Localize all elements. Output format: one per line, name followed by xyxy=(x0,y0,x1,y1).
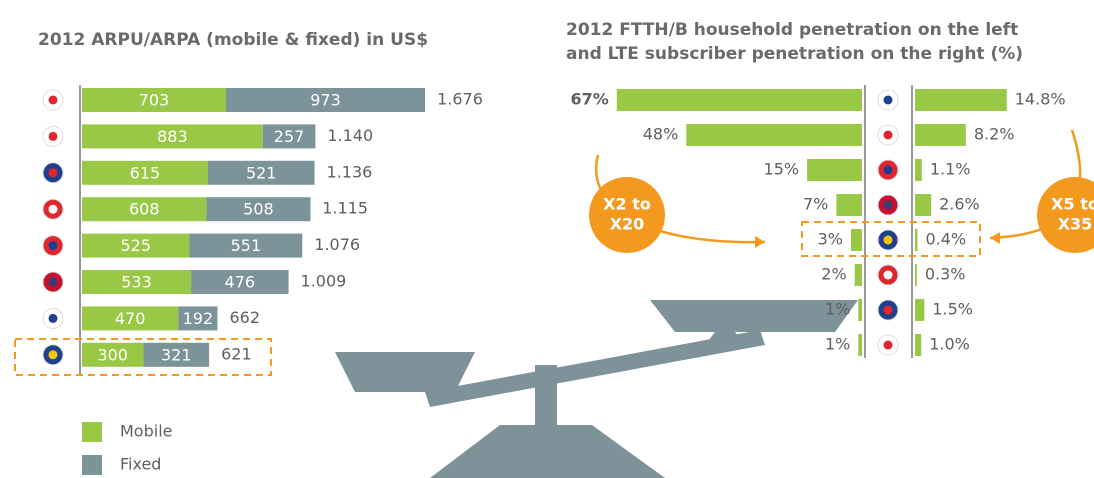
bar xyxy=(858,334,862,356)
total-label: 1.676 xyxy=(437,90,483,109)
bar-label: 476 xyxy=(225,273,256,292)
bar-label: 608 xyxy=(129,200,160,219)
balance-scale xyxy=(335,300,858,478)
value-label: 1% xyxy=(825,300,850,319)
value-label: 1.5% xyxy=(932,300,973,319)
value-label: 8.2% xyxy=(974,125,1015,144)
bar-label: 551 xyxy=(231,236,262,255)
total-label: 662 xyxy=(230,308,261,327)
bar xyxy=(915,299,924,321)
bar-label: 300 xyxy=(97,345,128,364)
bar-label: 257 xyxy=(274,127,305,146)
bar-label: 525 xyxy=(120,236,151,255)
bar-label: 615 xyxy=(130,163,161,182)
bar xyxy=(915,229,917,251)
legend-swatch xyxy=(82,422,102,442)
value-label: 0.4% xyxy=(925,230,966,249)
flag-emblem xyxy=(49,314,58,323)
flag-emblem xyxy=(49,278,58,287)
flag-emblem xyxy=(884,306,893,315)
bar xyxy=(836,194,862,216)
chart-title: 2012 ARPU/ARPA (mobile & fixed) in US$ xyxy=(38,30,428,50)
bar xyxy=(915,264,917,286)
annotation-text: X5 to xyxy=(1051,195,1094,214)
value-label: 1.0% xyxy=(929,335,970,354)
total-label: 1.136 xyxy=(327,162,373,181)
bar-label: 470 xyxy=(115,309,146,328)
value-label: 0.3% xyxy=(925,265,966,284)
bar-label: 533 xyxy=(121,273,152,292)
total-label: 1.115 xyxy=(322,199,368,218)
bar-label: 192 xyxy=(183,309,214,328)
scale-pan-left xyxy=(335,352,475,392)
flag-emblem xyxy=(49,132,58,141)
flag-emblem xyxy=(884,96,893,105)
bar xyxy=(915,194,931,216)
infographic: 2012 ARPU/ARPA (mobile & fixed) in US$ 70… xyxy=(0,0,1094,478)
flag-emblem xyxy=(49,96,58,105)
bar xyxy=(686,124,862,146)
bar xyxy=(915,159,922,181)
total-label: 1.140 xyxy=(327,126,373,145)
bar xyxy=(807,159,862,181)
legend-label: Mobile xyxy=(120,422,172,441)
bar xyxy=(858,299,862,321)
bar-label: 321 xyxy=(161,345,192,364)
bar-label: 703 xyxy=(139,91,170,110)
total-label: 1.076 xyxy=(314,235,360,254)
flag-emblem xyxy=(884,166,893,175)
flag-emblem xyxy=(884,341,893,350)
flag-emblem xyxy=(884,271,893,280)
bar xyxy=(851,229,862,251)
bar-label: 521 xyxy=(246,163,277,182)
scale-base xyxy=(430,425,665,478)
flag-emblem xyxy=(49,350,58,359)
bar-label: 508 xyxy=(243,200,274,219)
bar-label: 973 xyxy=(310,91,341,110)
scale-stem xyxy=(535,365,557,425)
flag-emblem xyxy=(49,168,58,177)
value-label: 1.1% xyxy=(930,160,971,179)
value-label: 14.8% xyxy=(1015,90,1066,109)
flag-emblem xyxy=(49,205,58,214)
value-label: 2.6% xyxy=(939,195,980,214)
bar xyxy=(915,334,921,356)
total-label: 621 xyxy=(221,344,252,363)
flag-emblem xyxy=(884,201,893,210)
flag-emblem xyxy=(884,131,893,140)
value-label: 3% xyxy=(818,230,843,249)
bar xyxy=(915,89,1007,111)
value-label: 15% xyxy=(764,160,800,179)
legend-swatch xyxy=(82,455,102,475)
bar xyxy=(617,89,862,111)
value-label: 67% xyxy=(570,90,608,109)
arrow-head xyxy=(990,232,1000,244)
annotation-text: X35 xyxy=(1058,215,1093,234)
annotation-text: X20 xyxy=(610,215,645,234)
legend-label: Fixed xyxy=(120,455,161,474)
total-label: 1.009 xyxy=(301,272,347,291)
arrow-head xyxy=(755,236,765,248)
value-label: 7% xyxy=(803,195,828,214)
bar xyxy=(855,264,862,286)
value-label: 48% xyxy=(643,125,679,144)
chart-title: 2012 FTTH/B household penetration on the… xyxy=(566,20,1018,40)
annotation-text: X2 to xyxy=(603,195,651,214)
value-label: 1% xyxy=(825,335,850,354)
bar-label: 883 xyxy=(157,127,188,146)
flag-emblem xyxy=(49,241,58,250)
chart-title: and LTE subscriber penetration on the ri… xyxy=(566,44,1023,64)
bar xyxy=(915,124,966,146)
value-label: 2% xyxy=(821,265,846,284)
flag-emblem xyxy=(884,236,893,245)
